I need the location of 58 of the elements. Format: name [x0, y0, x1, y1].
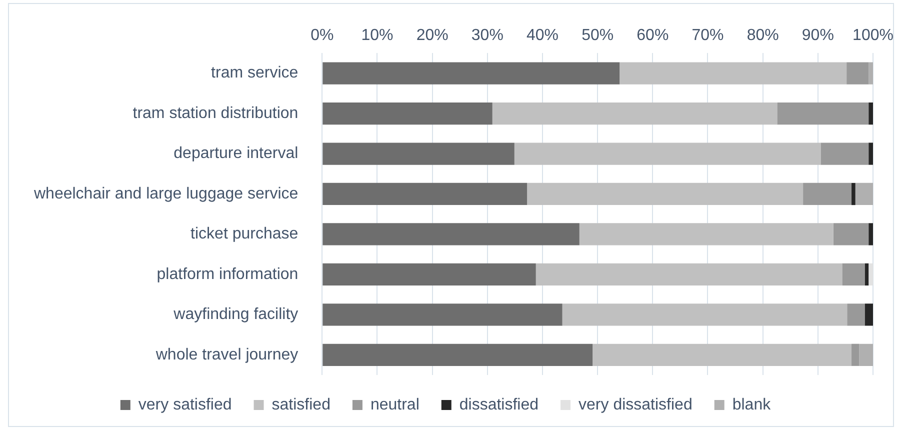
x-tick-label: 20%	[416, 27, 448, 44]
bar	[620, 62, 847, 84]
bar	[847, 304, 865, 326]
bar	[852, 182, 856, 206]
bar	[322, 142, 514, 165]
bar	[322, 344, 593, 366]
x-tick-label: 50%	[582, 27, 614, 44]
y-tick-label: tram service	[211, 64, 298, 82]
x-tick-label: 0%	[310, 27, 334, 44]
x-tick-label: 10%	[361, 27, 394, 44]
bar	[562, 304, 848, 326]
y-tick-label: ticket purchase	[190, 226, 298, 243]
legend-label: satisfied	[272, 396, 330, 414]
y-tick-label: whole travel journey	[154, 346, 298, 364]
legend-label: blank	[732, 396, 772, 414]
bar	[855, 182, 873, 206]
bar	[803, 182, 852, 206]
x-tick-label: 90%	[802, 27, 834, 44]
legend-label: dissatisfied	[459, 396, 539, 414]
bar	[579, 223, 834, 246]
y-tick-label: tram station distribution	[132, 104, 298, 122]
x-tick-label: 30%	[471, 27, 504, 44]
bar	[868, 102, 873, 125]
bar	[864, 304, 873, 326]
x-tick-label: 100%	[852, 27, 894, 44]
bar	[322, 263, 536, 286]
bar	[859, 344, 873, 366]
bar	[527, 182, 804, 206]
bar	[322, 62, 620, 84]
bar	[868, 223, 873, 246]
bar	[492, 102, 778, 125]
bar	[842, 263, 865, 286]
bar	[868, 142, 873, 165]
legend-label: neutral	[370, 396, 420, 414]
y-tick-label: departure interval	[174, 145, 298, 162]
bar	[536, 263, 842, 286]
x-tick-label: 70%	[692, 27, 724, 44]
bar	[868, 62, 873, 84]
bar	[322, 223, 580, 246]
legend-label: very dissatisfied	[578, 396, 692, 414]
x-tick-label: 80%	[746, 27, 779, 44]
y-tick-label: platform information	[156, 266, 298, 283]
bar	[322, 182, 528, 206]
bar	[322, 304, 562, 326]
legend-label: very satisfied	[138, 396, 232, 414]
bar	[833, 223, 869, 246]
bar	[322, 102, 492, 125]
bar	[592, 344, 852, 366]
bar	[864, 263, 869, 286]
x-tick-label: 40%	[526, 27, 559, 44]
y-tick-label: wayfinding facility	[172, 306, 298, 324]
bar	[846, 62, 869, 84]
y-tick-label: wheelchair and large luggage service	[32, 185, 298, 202]
bar	[820, 142, 869, 165]
bar	[852, 344, 860, 366]
bar	[777, 102, 869, 125]
bar	[514, 142, 821, 165]
x-tick-label: 60%	[636, 27, 669, 44]
